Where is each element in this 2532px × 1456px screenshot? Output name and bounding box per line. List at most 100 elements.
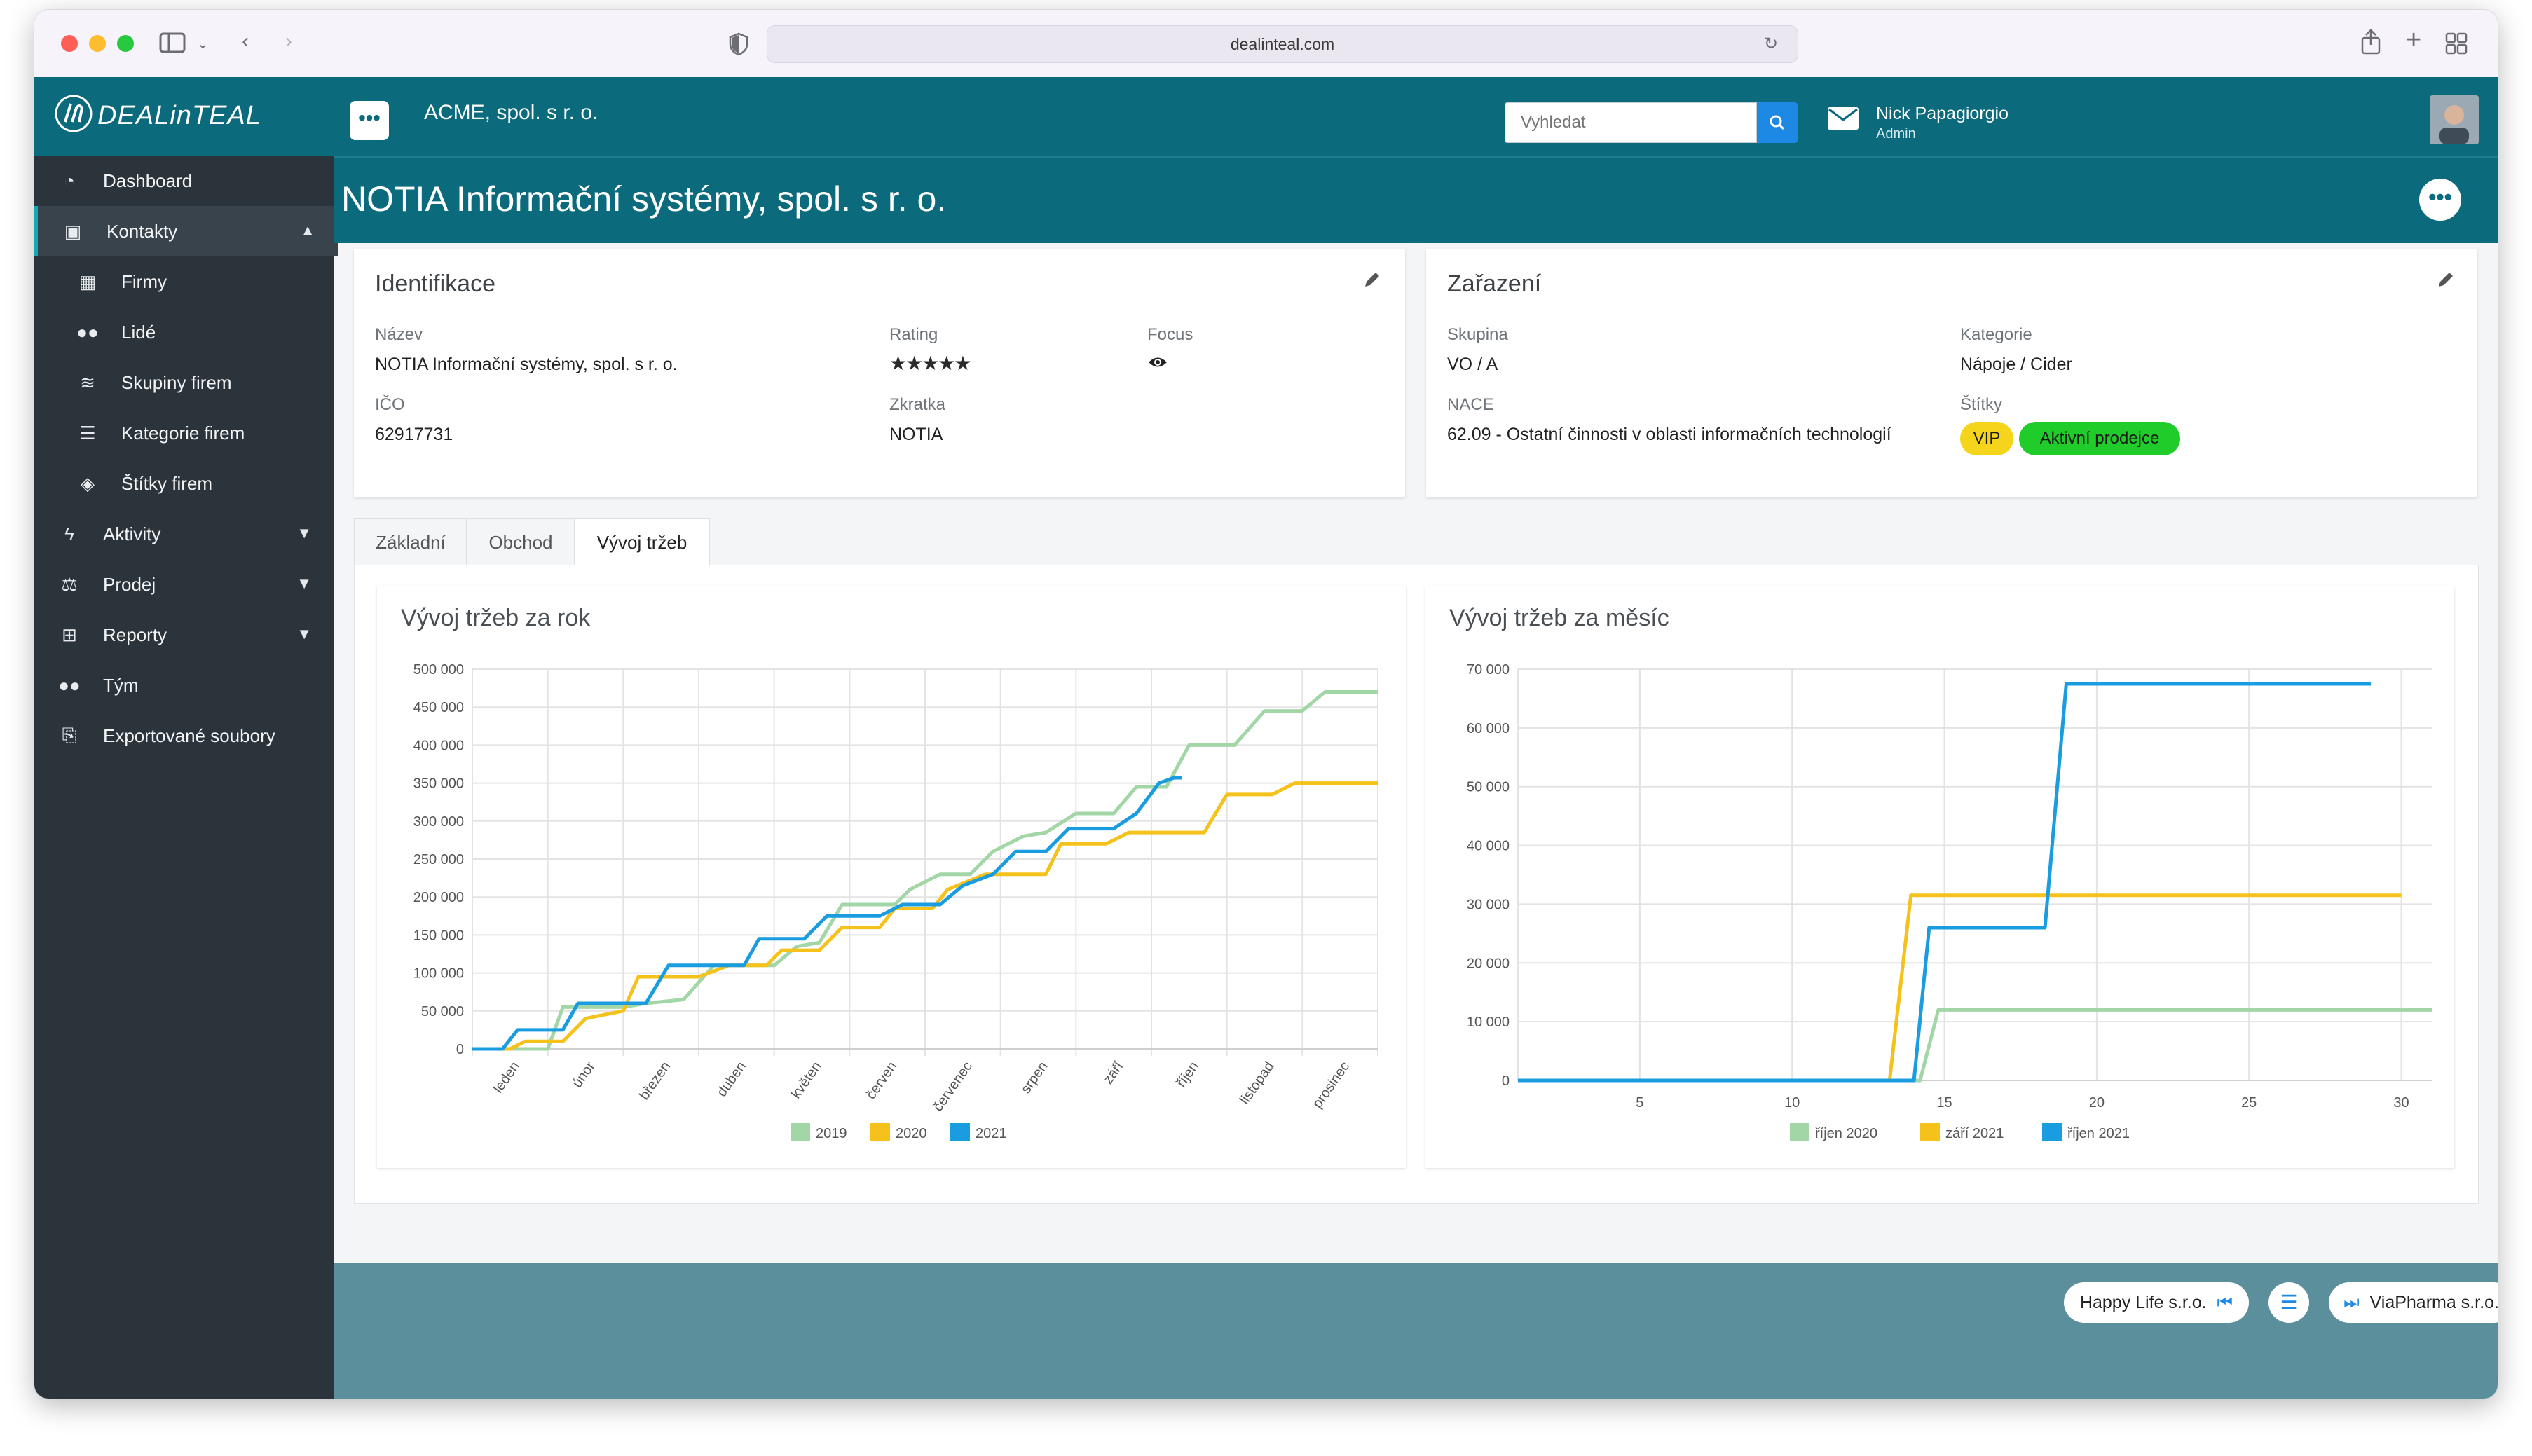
legend-label: 2019: [816, 1126, 847, 1141]
sidebar-item-tym[interactable]: ●● Tým: [34, 660, 334, 710]
x-tick-label: 10: [1784, 1095, 1800, 1111]
card-title: Zařazení: [1447, 270, 1542, 297]
series-line: [472, 690, 1378, 1051]
company-list-button[interactable]: ☰: [2268, 1282, 2309, 1323]
sidebar-item-label: Kontakty: [107, 220, 178, 242]
rating-stars[interactable]: ★★★★★: [889, 352, 972, 374]
sidebar-item-kontakty[interactable]: ▣ Kontakty ▲: [34, 206, 338, 256]
sidebar-item-stitky-firem[interactable]: ◈ Štítky firem: [34, 458, 334, 509]
sidebar-item-label: Štítky firem: [121, 472, 213, 494]
y-tick-label: 50 000: [1467, 780, 1510, 795]
search-button[interactable]: [1757, 102, 1798, 143]
x-tick-label: 15: [1936, 1095, 1952, 1111]
sidebar-item-dashboard[interactable]: ◔ Dashboard: [34, 156, 334, 206]
nazev-value: NOTIA Informační systémy, spol. s r. o.: [375, 355, 678, 374]
maximize-window-button[interactable]: [117, 35, 134, 52]
legend-swatch: [2042, 1123, 2062, 1141]
app-menu-button[interactable]: •••: [350, 101, 389, 140]
url-text: dealinteal.com: [1230, 34, 1335, 53]
sidebar-item-aktivity[interactable]: ϟ Aktivity ▼: [34, 509, 334, 559]
more-actions-button[interactable]: •••: [2419, 179, 2461, 221]
card-title: Identifikace: [375, 270, 495, 297]
sidebar-item-label: Reporty: [103, 624, 167, 645]
y-tick-label: 20 000: [1467, 956, 1510, 971]
tab-overview-icon[interactable]: [2445, 32, 2468, 55]
shield-icon[interactable]: [728, 32, 749, 56]
legend-swatch: [1790, 1123, 1809, 1141]
y-tick-label: 10 000: [1467, 1015, 1510, 1030]
x-tick-label: červen: [863, 1059, 900, 1102]
legend-swatch: [1920, 1123, 1940, 1141]
series-line: [1518, 893, 2402, 1083]
previous-company-button[interactable]: Happy Life s.r.o. ⏮: [2064, 1282, 2249, 1323]
user-name[interactable]: Nick Papagiorgio: [1876, 104, 2009, 123]
y-tick-label: 50 000: [421, 1004, 464, 1019]
new-tab-icon[interactable]: +: [2406, 25, 2422, 55]
tag-vip[interactable]: VIP: [1960, 422, 2013, 455]
sidebar-item-exportovane-soubory[interactable]: ⎘ Exportované soubory: [34, 710, 334, 761]
close-window-button[interactable]: [61, 35, 78, 52]
tab-zakladni[interactable]: Základní: [354, 518, 467, 565]
legend-label: říjen 2020: [1815, 1126, 1877, 1141]
reload-icon[interactable]: ↻: [1764, 34, 1779, 53]
sidebar-item-lide[interactable]: ●● Lidé: [34, 307, 334, 357]
x-tick-label: duben: [714, 1059, 749, 1099]
edit-pencil-icon[interactable]: [2435, 269, 2456, 290]
footer-bar: Happy Life s.r.o. ⏮ ☰ ⏭ ViaPharma s.r.o.: [334, 1263, 2498, 1399]
contacts-icon: ▣: [64, 220, 82, 242]
monthly-revenue-chart-card: Vývoj tržeb za měsíc 0 10 000 20 000 30 000…: [1425, 586, 2454, 1168]
avatar[interactable]: [2430, 95, 2479, 144]
next-company-button[interactable]: ⏭ ViaPharma s.r.o.: [2329, 1282, 2498, 1323]
back-icon[interactable]: ‹: [242, 29, 249, 53]
focus-label: Focus: [1147, 325, 1193, 344]
current-company[interactable]: ACME, spol. s r. o.: [424, 101, 598, 124]
y-tick-label: 350 000: [413, 776, 464, 792]
tab-bar: Základní Obchod Vývoj tržeb: [354, 518, 985, 567]
edit-pencil-icon[interactable]: [1362, 269, 1383, 290]
search-input[interactable]: [1505, 102, 1757, 143]
skip-previous-icon: ⏮: [2217, 1293, 2233, 1312]
logo-icon: [55, 95, 93, 132]
team-icon: ●●: [58, 674, 81, 696]
x-tick-label: březen: [636, 1059, 673, 1103]
sidebar-item-label: Kategorie firem: [121, 422, 245, 444]
layers-icon: ≋: [80, 371, 95, 393]
sidebar-item-skupiny-firem[interactable]: ≋ Skupiny firem: [34, 357, 334, 408]
logo-text: DEALinTEAL: [97, 101, 261, 130]
chevron-down-icon[interactable]: ⌄: [197, 36, 209, 52]
tab-panel: Vývoj tržeb za rok 0 50 000 100 000 150 000…: [354, 565, 2479, 1204]
sidebar-item-prodej[interactable]: ⚖ Prodej ▼: [34, 559, 334, 610]
building-icon: ▦: [78, 270, 97, 292]
minimize-window-button[interactable]: [89, 35, 106, 52]
user-role: Admin: [1876, 126, 1916, 142]
x-tick-label: říjen: [1174, 1059, 1202, 1090]
tab-vyvoj-trzeb[interactable]: Vývoj tržeb: [574, 518, 710, 567]
nace-label: NACE: [1447, 395, 1494, 414]
search-icon: [1770, 115, 1785, 130]
skupina-value: VO / A: [1447, 355, 1498, 374]
legend-swatch: [791, 1123, 810, 1141]
tag-aktivni-prodejce[interactable]: Aktivní prodejce: [2019, 422, 2180, 455]
envelope-icon[interactable]: [1827, 107, 1859, 130]
sidebar-item-firmy[interactable]: ▦ Firmy: [34, 256, 334, 307]
chevron-up-icon: ▲: [300, 221, 315, 239]
x-tick-label: září: [1100, 1059, 1126, 1087]
x-tick-label: 5: [1636, 1095, 1643, 1111]
sidebar-item-label: Dashboard: [103, 170, 193, 191]
people-icon: ●●: [76, 321, 99, 343]
address-bar[interactable]: dealinteal.com: [767, 25, 1798, 63]
tab-obchod[interactable]: Obchod: [466, 518, 575, 565]
y-tick-label: 200 000: [413, 890, 464, 905]
y-tick-label: 500 000: [413, 662, 464, 678]
sidebar-item-kategorie-firem[interactable]: ☰ Kategorie firem: [34, 408, 334, 458]
share-icon[interactable]: [2360, 28, 2382, 56]
sidebar-item-label: Tým: [103, 674, 139, 696]
forward-icon[interactable]: ›: [285, 29, 292, 53]
sidebar-item-reporty[interactable]: ⊞ Reporty ▼: [34, 610, 334, 660]
sidebar-toggle-icon[interactable]: [159, 32, 187, 55]
page-title-bar: NOTIA Informační systémy, spol. s r. o. …: [334, 156, 2498, 243]
nace-value: 62.09 - Ostatní činnosti v oblasti infor…: [1447, 425, 1891, 444]
x-tick-label: květen: [788, 1059, 825, 1101]
eye-icon[interactable]: [1147, 355, 1168, 370]
sidebar-item-label: Aktivity: [103, 523, 161, 544]
